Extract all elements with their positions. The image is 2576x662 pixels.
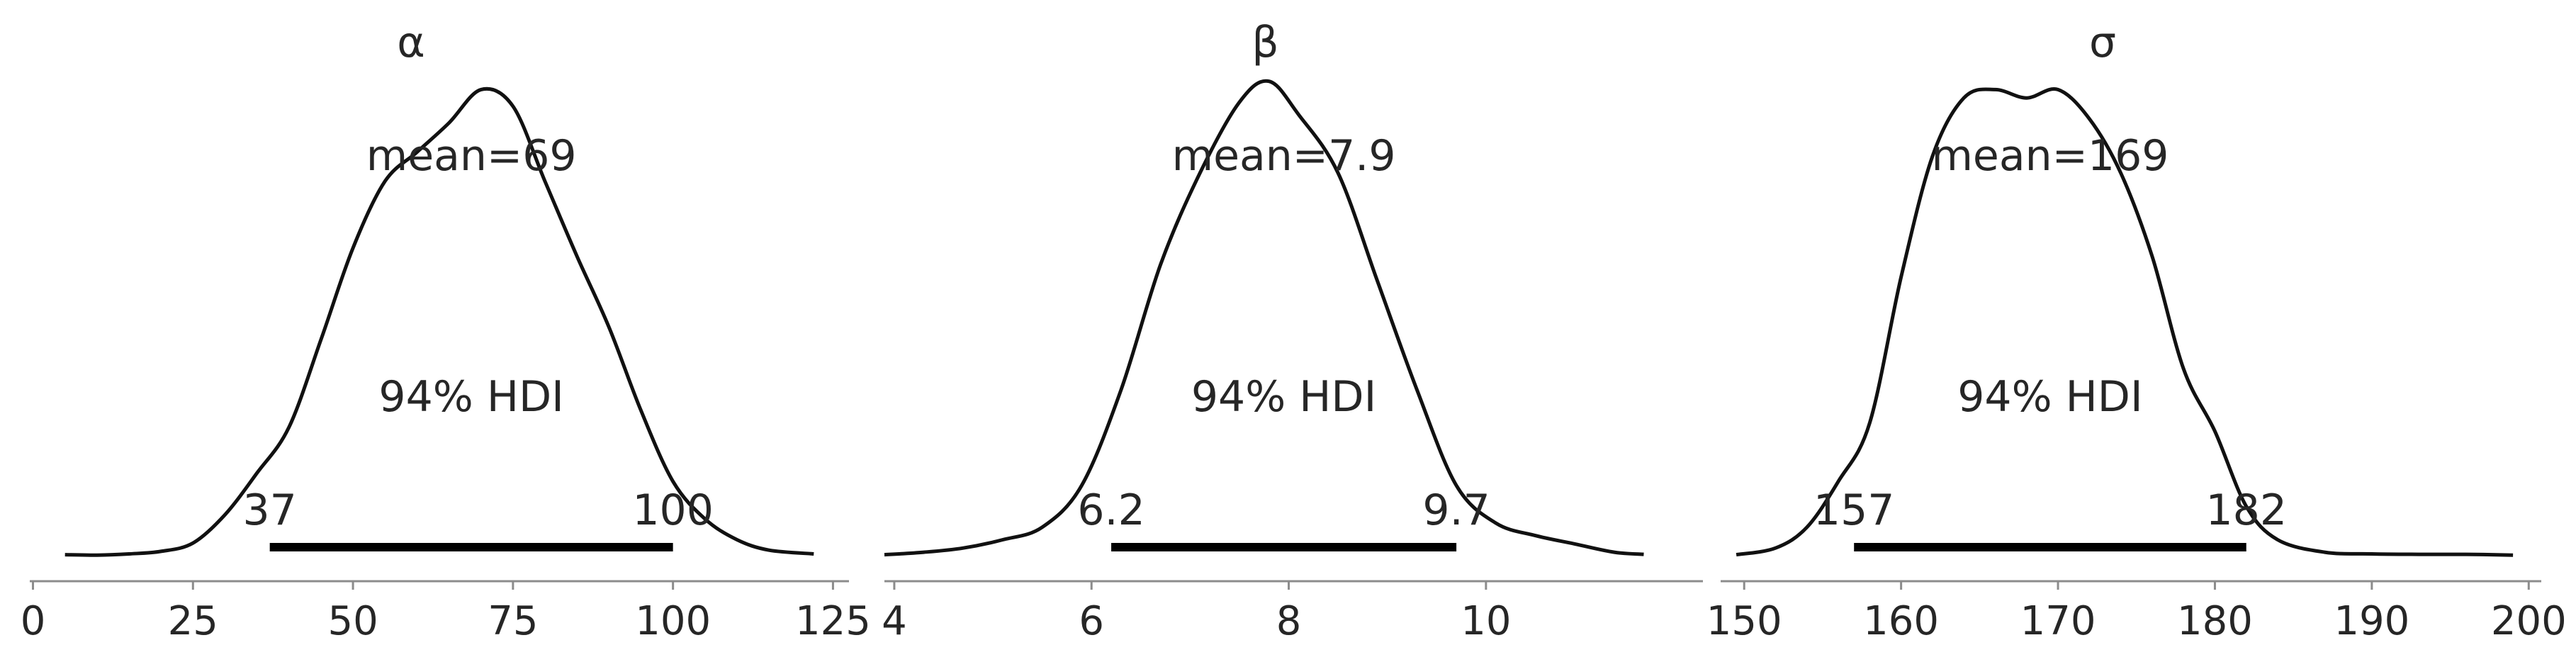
panel-1-tick-label: 0 [21, 598, 46, 644]
panel-3-hdi-high-label: 182 [2205, 486, 2287, 535]
panel-3-hdi-label: 94% HDI [1957, 372, 2142, 422]
panel-3-density-curve [1736, 87, 2514, 557]
panel-1-tick-label: 100 [635, 598, 711, 644]
panel-2-hdi-label: 94% HDI [1191, 372, 1376, 422]
panel-2-tick-label: 4 [882, 598, 907, 644]
panel-1-tick-label: 50 [327, 598, 378, 644]
panel-1-hdi-label: 94% HDI [378, 372, 563, 422]
panel-1-title: α [397, 18, 425, 67]
panel-1-mean-label: mean=69 [366, 131, 577, 181]
panel-3-tick-label: 200 [2491, 598, 2567, 644]
panel-1-hdi-high-label: 100 [632, 486, 714, 535]
panel-2-tick-label: 6 [1079, 598, 1104, 644]
panel-3-tick-label: 170 [2020, 598, 2096, 644]
panel-1-hdi-low-label: 37 [242, 486, 296, 535]
panel-3-tick-label: 180 [2177, 598, 2253, 644]
panel-2-mean-label: mean=7.9 [1172, 131, 1396, 181]
panel-2-tick-label: 10 [1461, 598, 1511, 644]
panel-3-tick-label: 150 [1706, 598, 1782, 644]
panel-1-tick-label: 75 [488, 598, 538, 644]
panel-1-density-curve [64, 86, 814, 557]
panel-2-hdi-low-label: 6.2 [1077, 486, 1144, 535]
panel-3-tick-label: 160 [1863, 598, 1939, 644]
panel-3-mean-label: mean=169 [1931, 131, 2169, 181]
panel-2-density-curve [884, 79, 1644, 557]
panel-3-title: σ [2089, 18, 2116, 67]
panel-2-hdi-high-label: 9.7 [1422, 486, 1490, 535]
panel-1-tick-label: 125 [795, 598, 871, 644]
panel-2-title: β [1252, 18, 1278, 67]
panel-3-hdi-low-label: 157 [1813, 486, 1895, 535]
panel-1-tick-label: 25 [168, 598, 218, 644]
panel-2-tick-label: 8 [1276, 598, 1302, 644]
panel-3-tick-label: 190 [2334, 598, 2409, 644]
